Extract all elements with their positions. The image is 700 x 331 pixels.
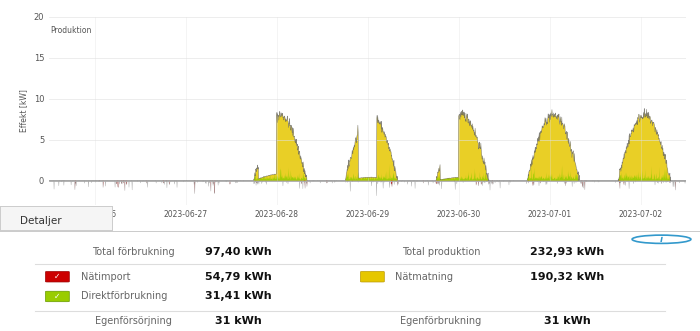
Text: Nätmatning: Nätmatning (395, 272, 454, 282)
Text: Egenförbrukning: Egenförbrukning (400, 316, 482, 326)
Text: Nätimport: Nätimport (80, 272, 130, 282)
Text: ✓: ✓ (54, 272, 61, 281)
Text: Egenförsörjning: Egenförsörjning (94, 316, 172, 326)
Text: 31,41 kWh: 31,41 kWh (204, 292, 272, 302)
Text: 232,93 kWh: 232,93 kWh (530, 247, 604, 257)
Text: ✓: ✓ (54, 292, 61, 301)
Text: 31 kWh: 31 kWh (215, 316, 261, 326)
Text: i: i (660, 235, 663, 244)
Text: 54,79 kWh: 54,79 kWh (204, 272, 272, 282)
Text: Total förbrukning: Total förbrukning (92, 247, 174, 257)
Y-axis label: Effekt [kW]: Effekt [kW] (19, 89, 28, 132)
Text: Direktförbrukning: Direktförbrukning (80, 292, 167, 302)
FancyBboxPatch shape (46, 291, 69, 302)
FancyBboxPatch shape (360, 271, 384, 282)
Text: 97,40 kWh: 97,40 kWh (204, 247, 272, 257)
Text: Produktion: Produktion (50, 26, 91, 35)
Text: Detaljer: Detaljer (20, 215, 62, 225)
Text: 190,32 kWh: 190,32 kWh (530, 272, 604, 282)
FancyBboxPatch shape (46, 271, 69, 282)
Text: 31 kWh: 31 kWh (544, 316, 590, 326)
Text: Total produktion: Total produktion (402, 247, 480, 257)
